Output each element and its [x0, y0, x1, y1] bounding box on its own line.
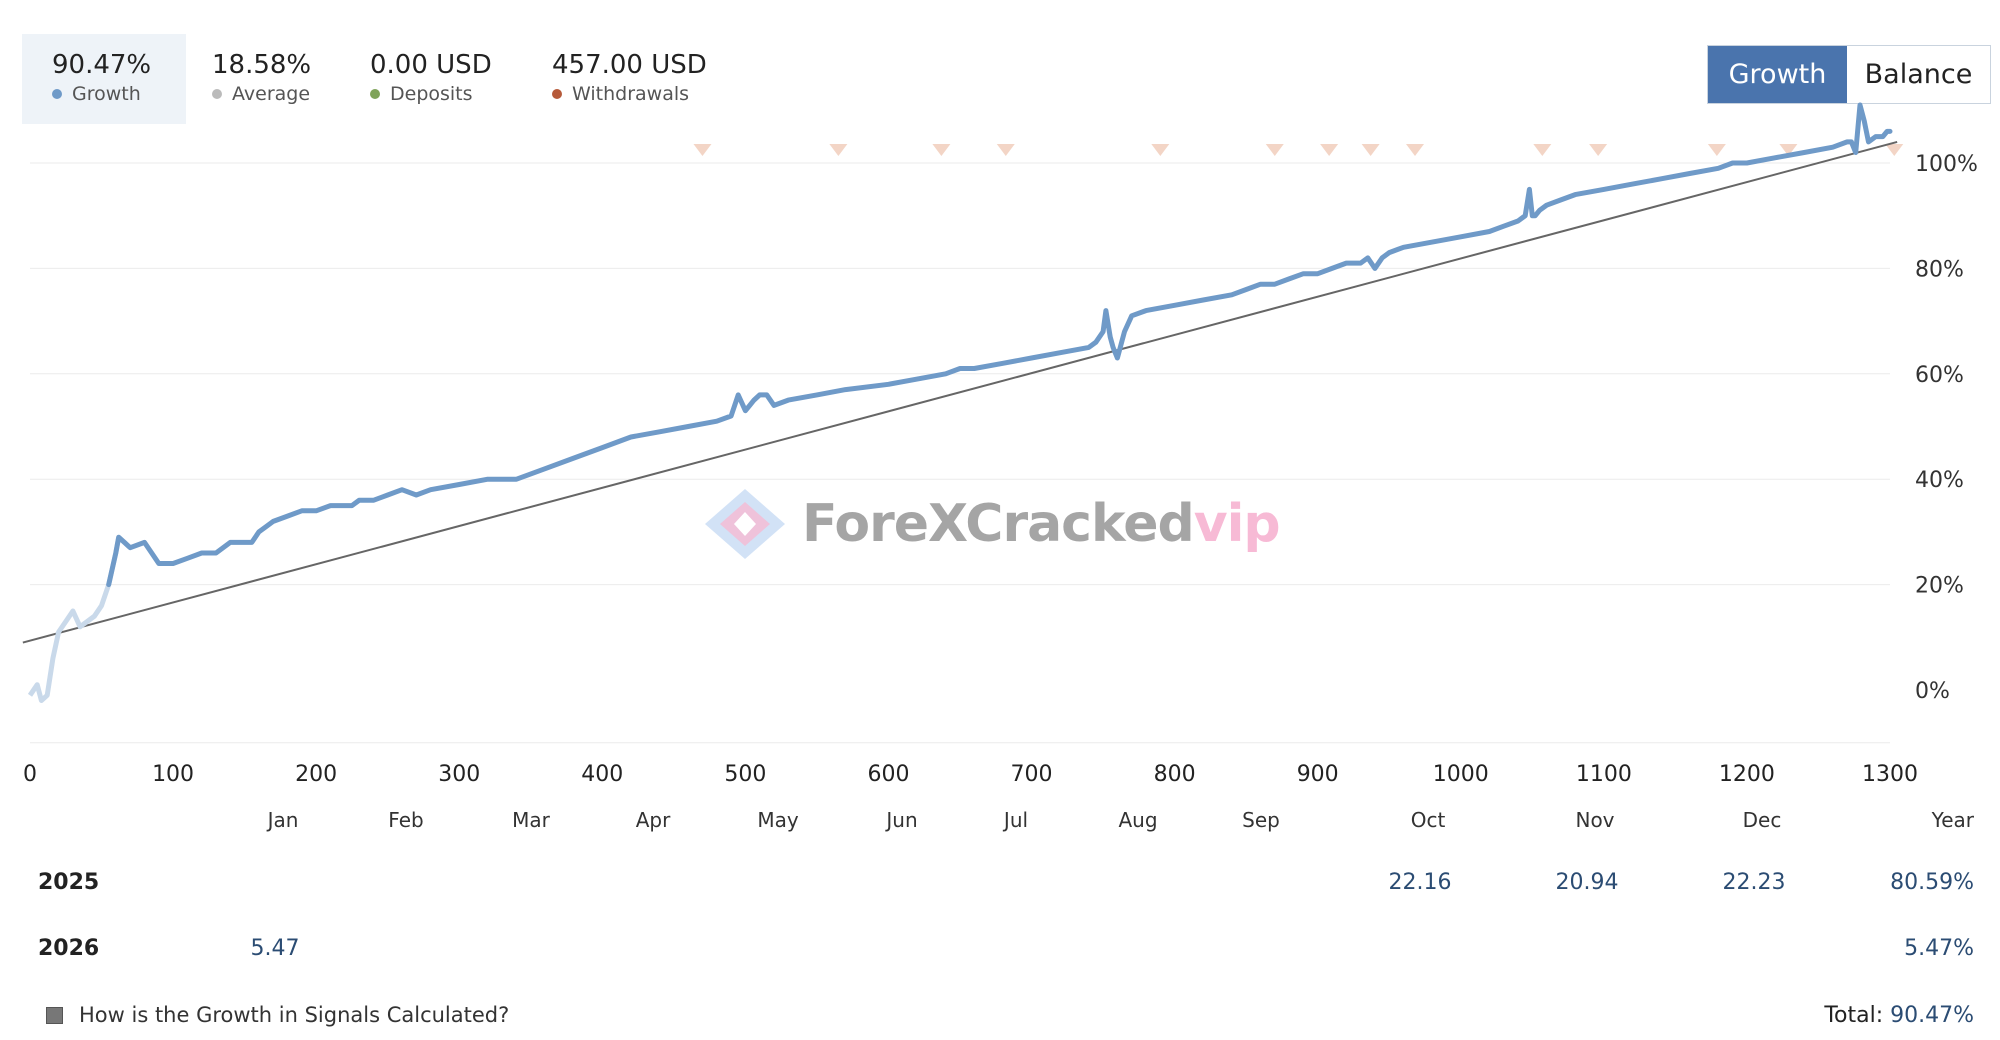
stats-bar: 90.47% Growth 18.58% Average 0.00 USD Deposit… [22, 34, 716, 124]
withdrawal-marker [1405, 144, 1424, 156]
x-tick-label: 1200 [1719, 762, 1775, 787]
growth-button[interactable]: Growth [1708, 46, 1847, 103]
x-tick-label: 500 [724, 762, 766, 787]
total-value: 90.47% [1890, 1003, 1974, 1028]
year-label: 2026 [38, 936, 100, 961]
withdrawal-marker [996, 144, 1015, 156]
x-tick-label: 800 [1154, 762, 1196, 787]
legend-dot-icon [370, 89, 380, 99]
legend-dot-icon [52, 89, 62, 99]
stat-label: Withdrawals [552, 82, 716, 106]
withdrawal-marker [1265, 144, 1284, 156]
stat-label: Growth [52, 82, 186, 106]
month-value[interactable]: 22.23 [1722, 870, 1786, 895]
stat-growth[interactable]: 90.47% Growth [22, 34, 186, 124]
stat-average[interactable]: 18.58% Average [186, 34, 354, 124]
x-tick-label: 1000 [1433, 762, 1489, 787]
withdrawal-marker [829, 144, 848, 156]
watermark-logo-icon [705, 489, 785, 559]
legend-dot-icon [552, 89, 562, 99]
stat-value: 457.00 USD [552, 50, 707, 80]
help-link-text: How is the Growth in Signals Calculated? [79, 1003, 510, 1027]
month-header: Jan [267, 808, 299, 832]
growth-line-early [27, 536, 122, 703]
x-tick-label: 600 [867, 762, 909, 787]
y-tick-label: 80% [1915, 257, 1964, 282]
x-tick-label: 400 [581, 762, 623, 787]
withdrawal-marker [1707, 144, 1726, 156]
y-tick-label: 20% [1915, 574, 1964, 599]
stat-value: 90.47% [52, 50, 152, 80]
withdrawal-marker [1885, 144, 1904, 156]
month-value[interactable]: 22.16 [1388, 870, 1452, 895]
watermark-suffix: vip [1193, 494, 1281, 554]
x-tick-label: 200 [295, 762, 337, 787]
month-header: Year [1931, 808, 1974, 832]
watermark: ForeXCrackedvip [700, 484, 1281, 564]
x-tick-label: 900 [1297, 762, 1339, 787]
month-header: Dec [1742, 808, 1782, 832]
month-header: Aug [1118, 808, 1158, 832]
help-square-icon [46, 1006, 63, 1024]
year-total[interactable]: 5.47% [1904, 936, 1974, 961]
x-tick-label: 1100 [1576, 762, 1632, 787]
x-tick-label: 700 [1011, 762, 1053, 787]
month-header: Sep [1242, 808, 1280, 832]
withdrawal-marker [1533, 144, 1552, 156]
year-total[interactable]: 80.59% [1890, 870, 1974, 895]
stat-label: Average [212, 82, 354, 106]
balance-button[interactable]: Balance [1847, 46, 1990, 103]
withdrawal-marker [932, 144, 951, 156]
withdrawal-marker [693, 144, 712, 156]
x-tick-label: 100 [152, 762, 194, 787]
y-tick-label: 0% [1915, 679, 1950, 704]
y-tick-label: 100% [1915, 152, 1978, 177]
month-header: Mar [512, 808, 550, 832]
stat-label: Deposits [370, 82, 536, 106]
month-header: Jun [886, 808, 918, 832]
growth-help-link[interactable]: How is the Growth in Signals Calculated? [46, 1003, 509, 1027]
total-label: Total: [1824, 1003, 1884, 1028]
withdrawal-marker [1361, 144, 1380, 156]
trend-line [22, 140, 1898, 644]
month-header: Apr [635, 808, 671, 832]
withdrawal-marker [1779, 144, 1798, 156]
y-tick-label: 40% [1915, 468, 1964, 493]
x-tick-label: 0 [23, 762, 37, 787]
stat-withdrawals[interactable]: 457.00 USD Withdrawals [536, 34, 716, 124]
withdrawal-marker [1589, 144, 1608, 156]
stat-value: 18.58% [212, 50, 312, 80]
legend-dot-icon [212, 89, 222, 99]
month-header: Feb [388, 808, 424, 832]
x-tick-label: 1300 [1862, 762, 1918, 787]
withdrawal-marker [1320, 144, 1339, 156]
year-label: 2025 [38, 870, 100, 895]
month-value[interactable]: 20.94 [1555, 870, 1619, 895]
x-tick-label: 300 [438, 762, 480, 787]
growth-line [106, 102, 1893, 588]
month-header: Jul [1003, 808, 1029, 832]
month-header: Nov [1575, 808, 1615, 832]
month-header: Oct [1410, 808, 1446, 832]
stat-deposits[interactable]: 0.00 USD Deposits [354, 34, 536, 124]
watermark-text: ForeXCracked [802, 494, 1195, 554]
month-header: May [757, 808, 799, 832]
withdrawal-marker [1151, 144, 1170, 156]
chart-mode-toggle: Growth Balance [1707, 45, 1991, 104]
total-growth: Total: 90.47% [1824, 1003, 1974, 1028]
stat-value: 0.00 USD [370, 50, 492, 80]
y-tick-label: 60% [1915, 363, 1964, 388]
month-value[interactable]: 5.47 [250, 936, 300, 961]
